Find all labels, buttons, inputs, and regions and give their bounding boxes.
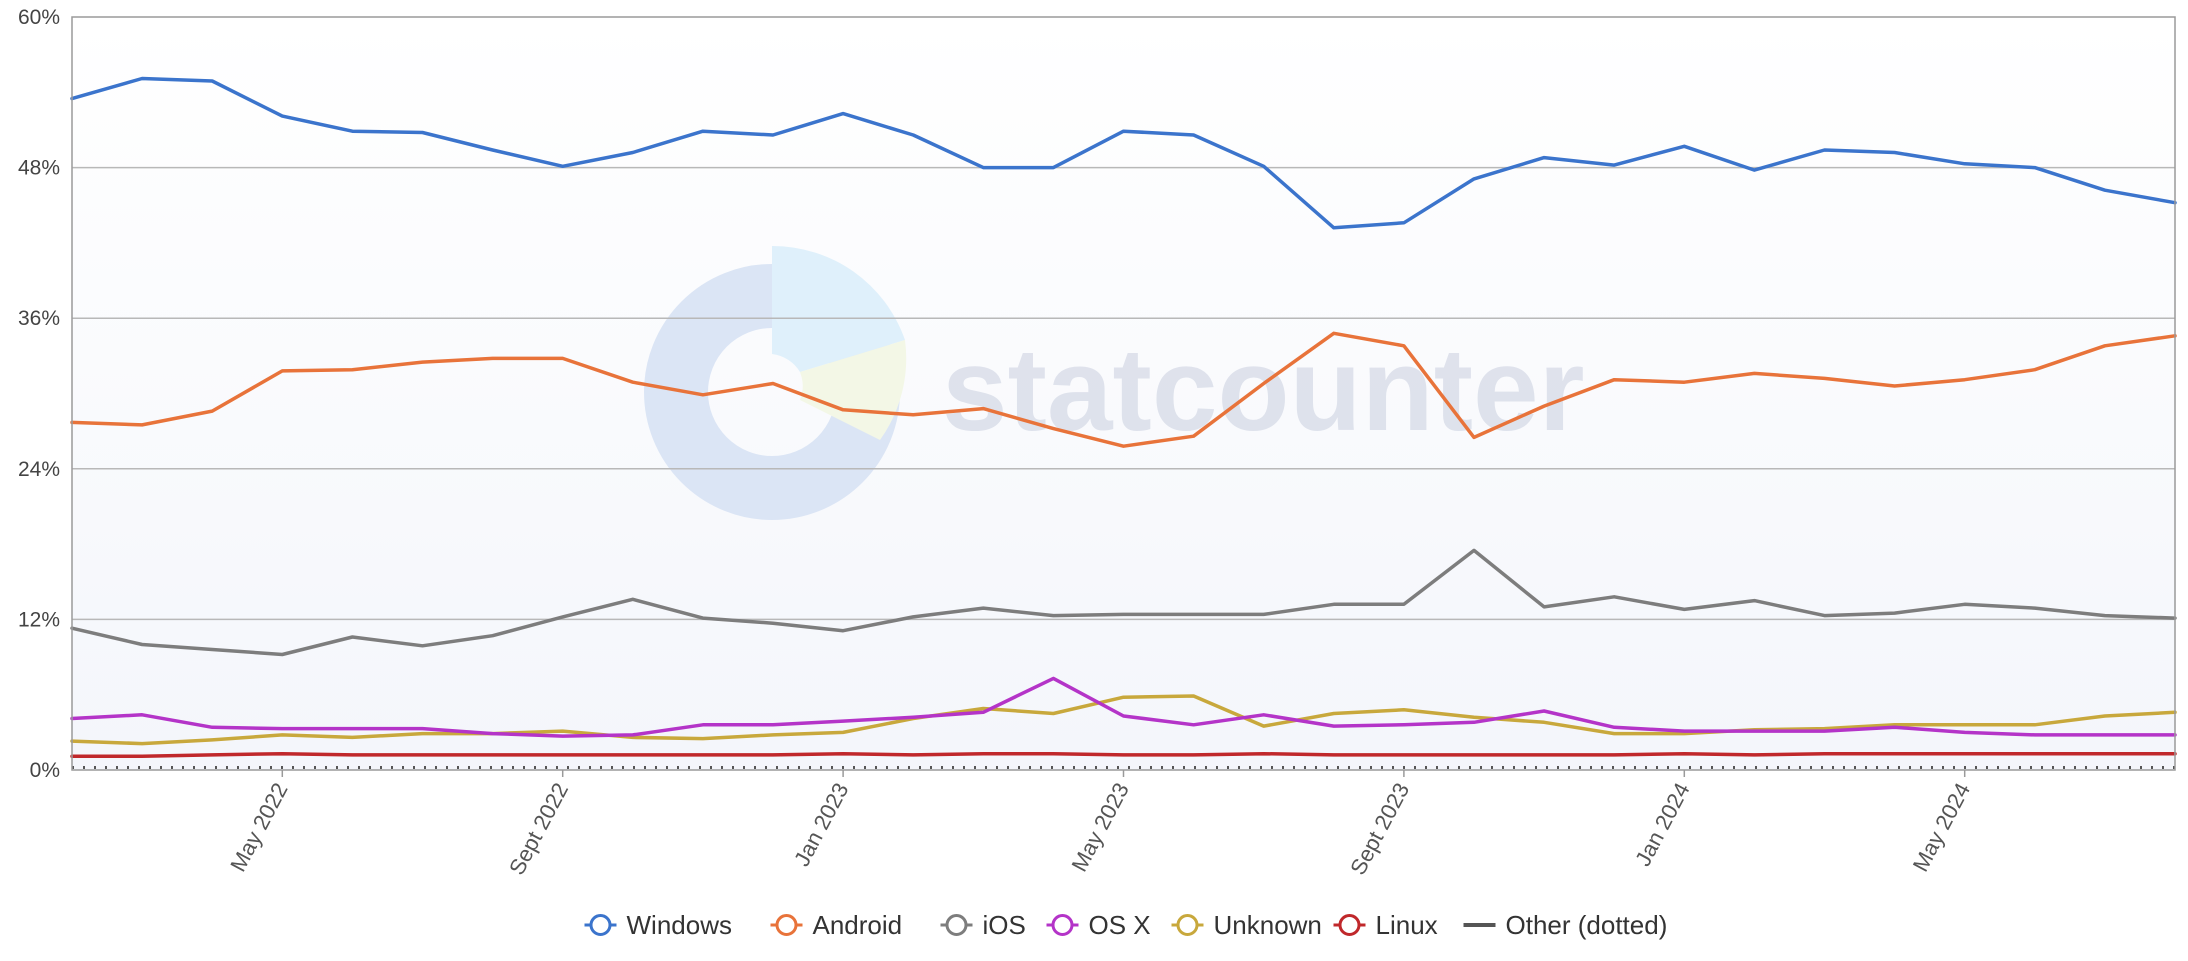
y-tick-label: 60% [18, 6, 60, 29]
series-line-windows[interactable] [70, 76, 2177, 230]
legend: Windows Android iOS OS X Unknown Linux Other (… [584, 910, 1668, 940]
legend-item-windows[interactable]: Windows [584, 910, 732, 940]
series-line-linux[interactable] [70, 751, 2177, 758]
y-tick-label: 48% [18, 157, 60, 180]
y-tick-label: 36% [18, 307, 60, 330]
y-tick-label: 24% [18, 458, 60, 481]
x-tick-label: May 2022 [225, 779, 292, 876]
series-line-os-x[interactable] [70, 676, 2177, 738]
legend-label: Linux [1376, 910, 1438, 940]
watermark-logo-slice-2 [800, 340, 907, 440]
y-axis-ticks: 0% 12% 24% 36% 48% 60% [18, 6, 60, 782]
x-axis-ticks: May 2022 Sept 2022 Jan 2023 May 2023 Sept 20… [225, 770, 1975, 879]
x-tick-label: May 2023 [1066, 779, 1133, 876]
grid-lines [72, 166, 2175, 621]
legend-marker-icon [945, 914, 968, 936]
legend-marker-icon [1051, 914, 1074, 936]
legend-item-linux[interactable]: Linux [1333, 910, 1438, 940]
x-tick-label: Sept 2023 [1345, 779, 1414, 879]
legend-item-os-x[interactable]: OS X [1046, 910, 1151, 940]
watermark-text: statcounter [942, 324, 1585, 456]
legend-marker-icon [589, 914, 612, 936]
series-line-android[interactable] [70, 331, 2177, 448]
legend-marker-icon [1176, 914, 1199, 936]
x-tick-label: May 2024 [1908, 779, 1975, 876]
plot-border [71, 16, 2176, 771]
series-line-unknown[interactable] [70, 694, 2177, 746]
watermark-logo-slice [772, 245, 905, 372]
legend-item-unknown[interactable]: Unknown [1171, 910, 1322, 940]
legend-item-other-dotted[interactable]: Other (dotted) [1463, 910, 1668, 940]
legend-label: Windows [627, 910, 732, 940]
series-line-ios[interactable] [70, 548, 2177, 657]
legend-marker-icon [775, 914, 798, 936]
legend-marker-icon [1338, 914, 1361, 936]
x-tick-label: Sept 2022 [504, 779, 573, 879]
legend-label: Android [813, 910, 903, 940]
series-lines [70, 76, 2177, 769]
legend-item-android[interactable]: Android [770, 910, 903, 940]
x-tick-label: Jan 2023 [789, 779, 854, 871]
legend-label: Other (dotted) [1506, 910, 1668, 940]
y-tick-label: 12% [18, 608, 60, 631]
legend-item-ios[interactable]: iOS [940, 910, 1026, 940]
legend-label: iOS [983, 910, 1026, 940]
legend-label: OS X [1089, 910, 1151, 940]
x-tick-label: Jan 2024 [1630, 779, 1695, 871]
y-tick-label: 0% [30, 759, 60, 782]
legend-label: Unknown [1214, 910, 1322, 940]
